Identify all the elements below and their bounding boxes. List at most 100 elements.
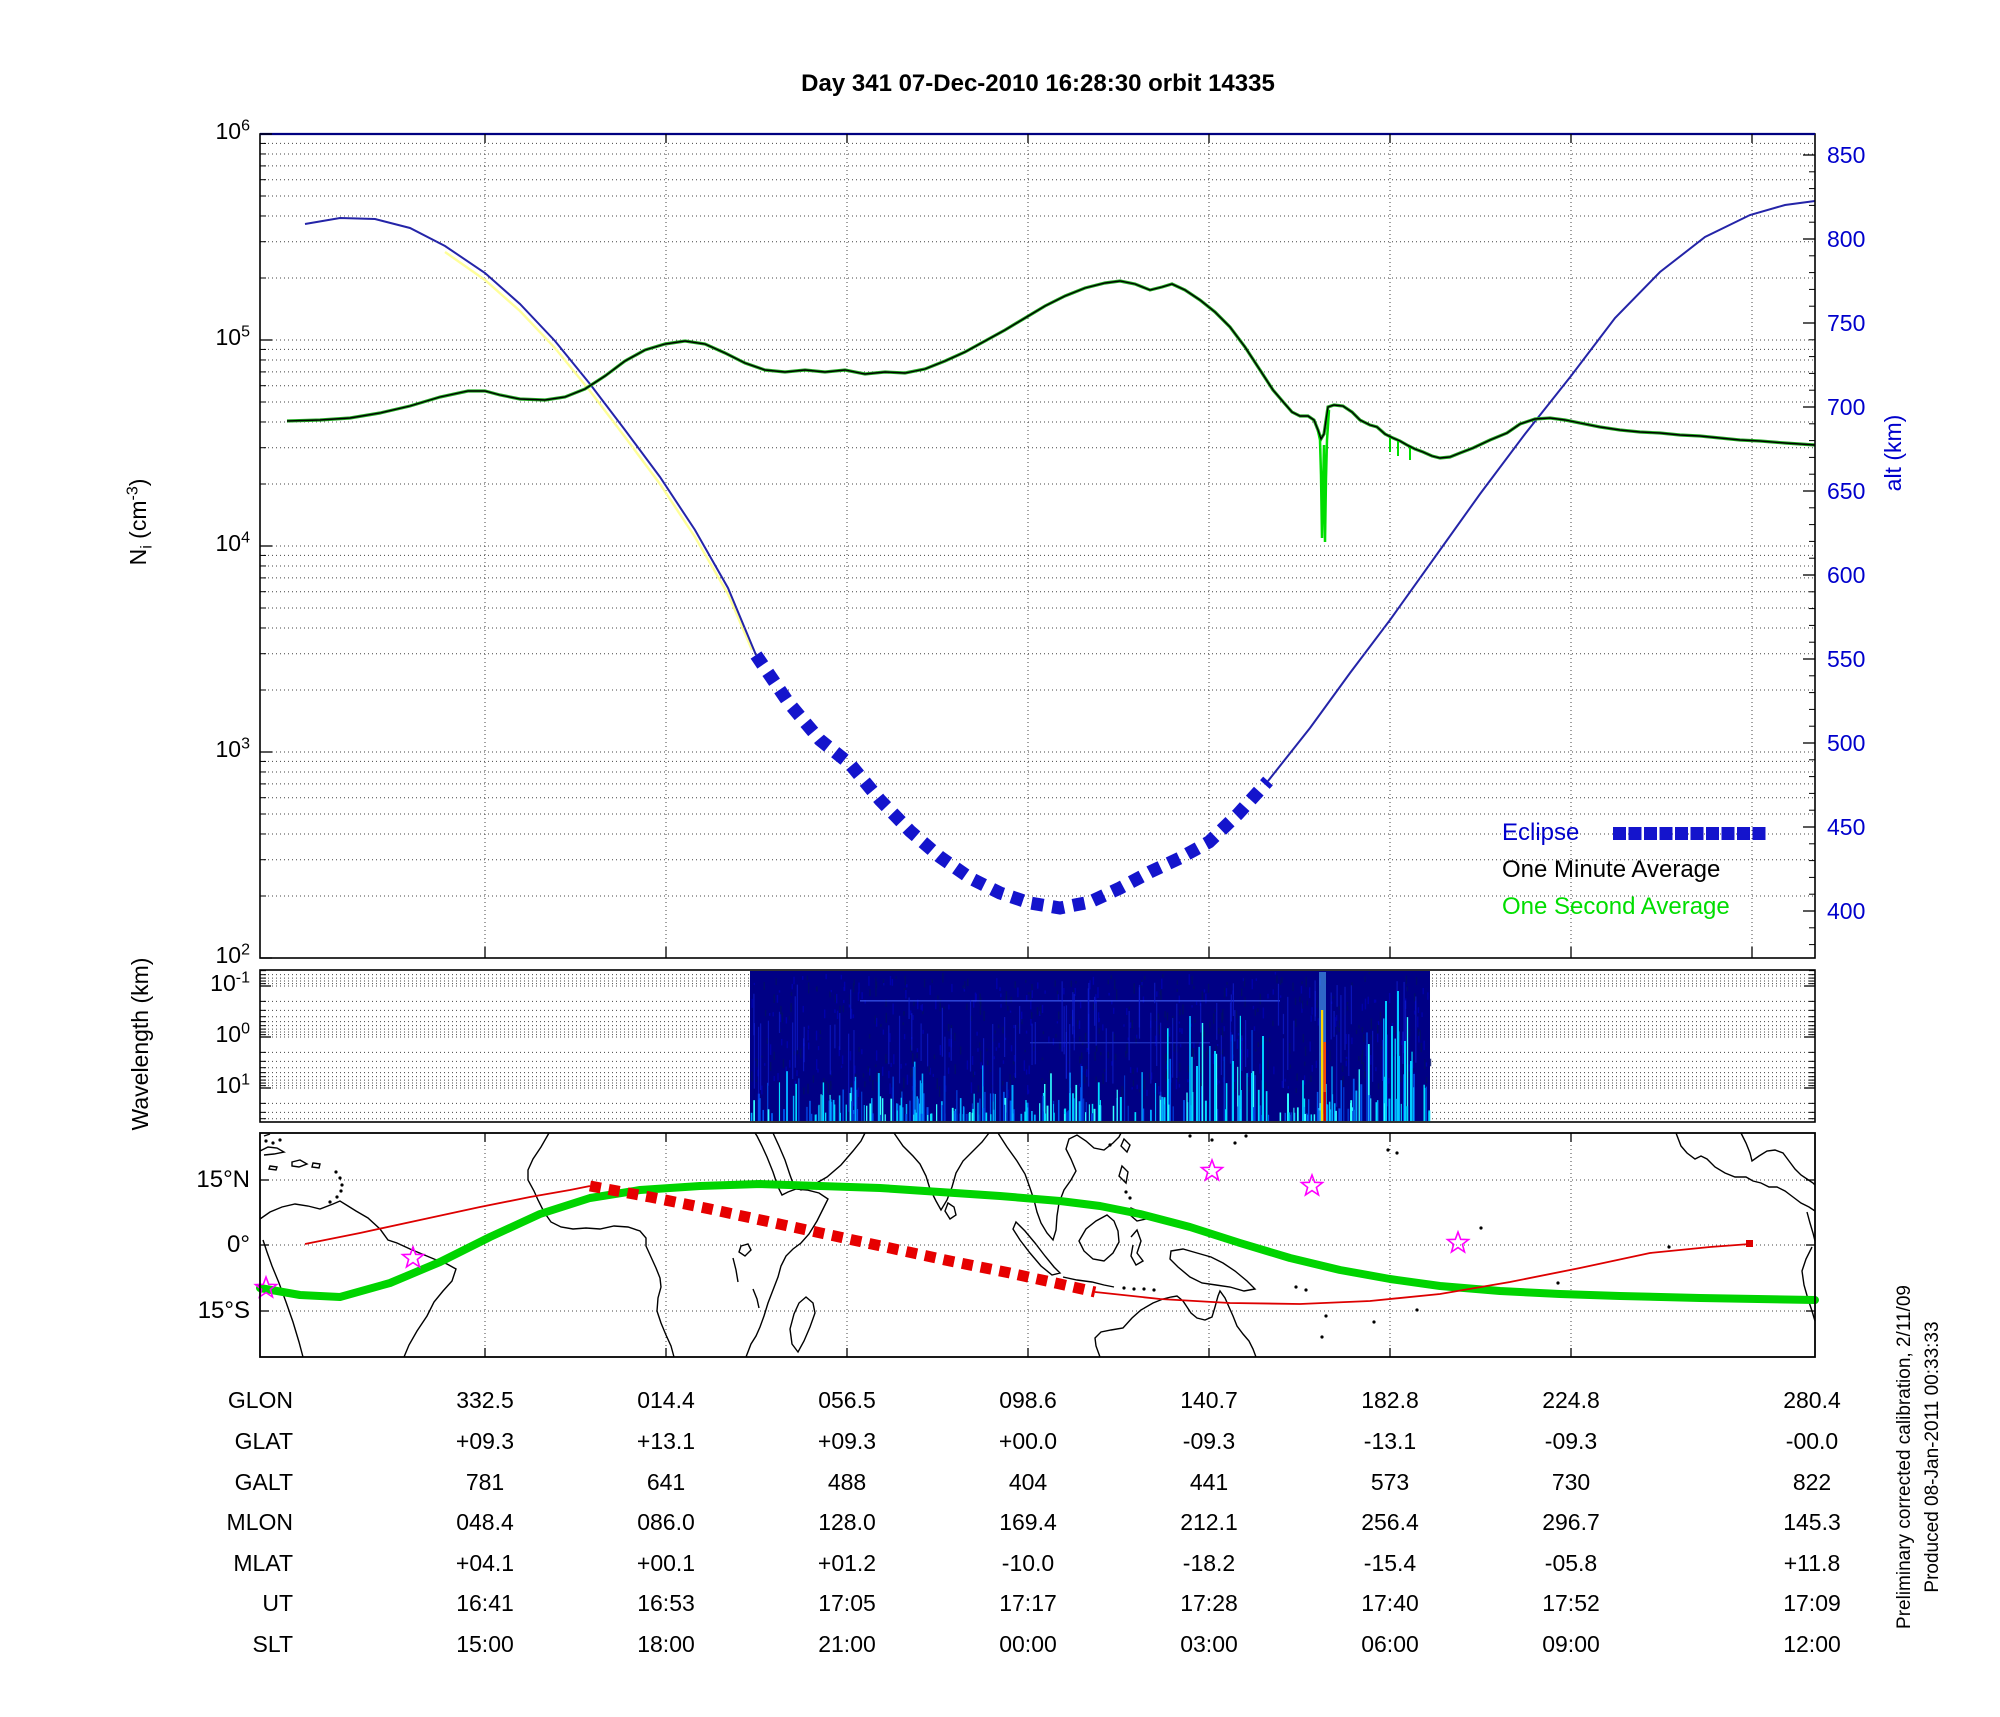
spec-streak	[1375, 1102, 1378, 1121]
spec-speckle	[1358, 1025, 1360, 1029]
coastline-path	[259, 1146, 286, 1156]
spec-streak	[1328, 1101, 1331, 1121]
spec-speckle	[1257, 1008, 1259, 1013]
spec-column	[1088, 1013, 1090, 1087]
spec-speckle	[1179, 1027, 1181, 1033]
orbit-ground-track	[304, 1185, 591, 1245]
spec-speckle	[1260, 1036, 1262, 1046]
spec-speckle	[1407, 1067, 1410, 1079]
spec-column	[803, 1026, 805, 1063]
spec-speckle	[1164, 1011, 1166, 1018]
spec-streak	[1149, 1109, 1152, 1121]
spec-speckle	[788, 1015, 790, 1020]
spec-speckle	[1274, 972, 1277, 975]
spec-speckle	[1367, 996, 1369, 1005]
spec-column	[888, 1025, 890, 1065]
spec-streak	[982, 1107, 985, 1121]
legend-eclipse-dash-sample	[1644, 827, 1657, 840]
spec-speckle	[1301, 981, 1303, 985]
spec-streak	[1223, 1056, 1226, 1121]
spec-speckle	[1351, 1037, 1353, 1045]
spec-streak	[869, 1103, 872, 1121]
spec-speckle	[1373, 999, 1376, 1003]
spec-streak	[1425, 1086, 1427, 1121]
spec-column	[1336, 1034, 1338, 1107]
coastline-path	[893, 1132, 990, 1212]
legend-eclipse-dash-sample	[1690, 827, 1704, 840]
spec-speckle	[1338, 1027, 1340, 1032]
spec-streak	[828, 1100, 831, 1121]
spec-speckle	[947, 1024, 950, 1032]
spec-speckle	[1156, 991, 1158, 997]
spec-speckle	[929, 1067, 931, 1075]
spec-streak	[1196, 1066, 1198, 1121]
spec-speckle	[854, 1065, 856, 1074]
spec-speckle	[796, 1047, 799, 1055]
spec-speckle	[1417, 1016, 1419, 1028]
spec-column	[1112, 1031, 1114, 1084]
spec-speckle	[1121, 1086, 1123, 1097]
spec-streak	[1068, 1110, 1070, 1121]
legend-eclipse-dash-sample	[1675, 827, 1688, 840]
spec-speckle	[922, 1029, 924, 1034]
spec-streak	[1085, 1102, 1087, 1121]
spec-speckle	[911, 1086, 914, 1091]
spec-speckle	[1010, 1045, 1013, 1052]
spec-streak	[851, 1101, 854, 1121]
spec-speckle	[761, 1055, 763, 1058]
spec-speckle	[1253, 1026, 1256, 1031]
spec-streak	[1310, 1114, 1313, 1121]
spec-speckle	[1181, 1028, 1183, 1034]
island-dot	[334, 1170, 338, 1174]
spec-speckle	[1114, 1053, 1117, 1060]
spec-streak	[1400, 1103, 1402, 1121]
spec-streak	[905, 1104, 908, 1121]
spec-speckle	[1107, 1051, 1109, 1059]
spec-speckle	[789, 1059, 791, 1068]
spec-speckle	[777, 1073, 779, 1081]
table-cell-value: 573	[1370, 1469, 1410, 1495]
spec-speckle	[1041, 1004, 1044, 1014]
spec-streak	[992, 1093, 994, 1121]
spec-speckle	[849, 1051, 852, 1061]
spec-column	[1314, 980, 1316, 1021]
spec-streak	[854, 1076, 857, 1121]
spec-speckle	[764, 1063, 766, 1066]
spec-streak	[861, 1091, 863, 1121]
spec-streak	[1262, 1036, 1264, 1121]
spec-speckle	[1192, 1048, 1195, 1059]
spec-streak	[1064, 1114, 1066, 1121]
spec-streak	[1394, 1038, 1396, 1121]
spec-speckle	[1013, 1024, 1015, 1029]
spec-speckle	[983, 1010, 985, 1022]
spec-streak	[1141, 1072, 1143, 1121]
spec-column	[778, 1011, 781, 1034]
spec-streak	[1308, 1099, 1310, 1121]
table-cell-value: 296.7	[1542, 1509, 1600, 1535]
spec-speckle	[883, 983, 885, 986]
spec-speckle	[848, 1004, 851, 1008]
spec-speckle	[1207, 983, 1210, 993]
spec-speckle	[943, 1006, 945, 1010]
spec-column	[1105, 1028, 1107, 1083]
spec-streak	[1216, 1108, 1219, 1121]
spec-column	[796, 984, 798, 1051]
table-row-label: UT	[262, 1590, 293, 1616]
spec-speckle	[1131, 1087, 1133, 1090]
spec-streak	[1254, 1075, 1256, 1121]
spec-speckle	[1221, 1012, 1223, 1023]
spec-speckle	[1073, 989, 1075, 993]
spec-speckle	[911, 1067, 914, 1077]
spec-streak	[1025, 1100, 1027, 1121]
spec-speckle	[967, 978, 969, 987]
spec-speckle	[1157, 1013, 1159, 1020]
table-cell-value: 06:00	[1361, 1631, 1419, 1657]
spec-streak	[1097, 1082, 1100, 1121]
spec-streak	[896, 1103, 898, 1121]
spec-speckle	[1309, 1041, 1311, 1052]
spec-speckle	[1115, 989, 1118, 1001]
alt-tick-label: 400	[1827, 898, 1866, 924]
spec-speckle	[1364, 998, 1367, 1010]
spec-speckle	[1421, 1012, 1423, 1018]
